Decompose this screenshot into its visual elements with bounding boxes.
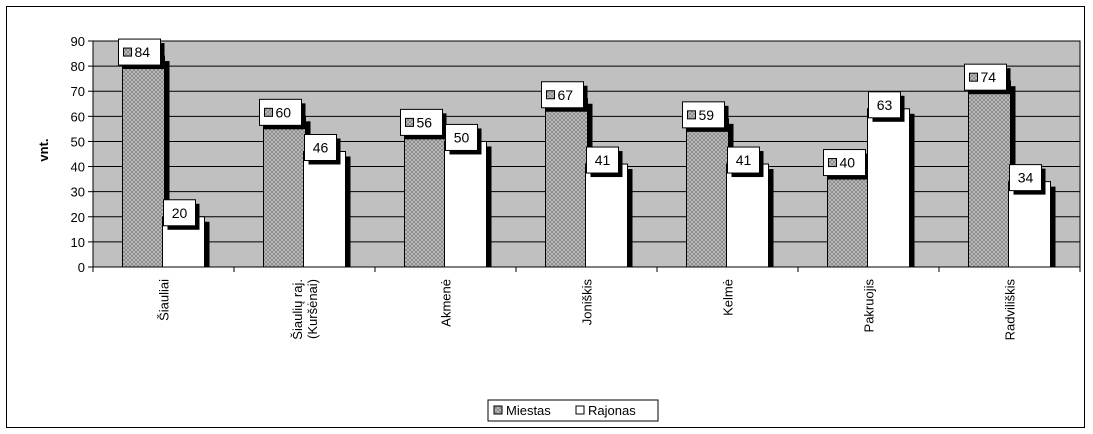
data-label: 40 — [840, 155, 856, 171]
data-label: 41 — [595, 152, 611, 168]
data-label-key-icon — [687, 110, 696, 120]
bar-miestas — [122, 55, 165, 268]
y-tick-label: 50 — [71, 134, 85, 149]
data-label-key-icon — [264, 107, 273, 117]
y-tick-label: 60 — [71, 109, 85, 124]
data-label-key-icon — [405, 117, 414, 127]
data-label-box — [163, 199, 196, 227]
data-label-box — [586, 146, 619, 174]
data-label: 74 — [981, 69, 997, 85]
category-label: Kelmė — [721, 279, 736, 316]
y-tick-label: 0 — [78, 260, 85, 275]
y-tick-label: 40 — [71, 160, 85, 175]
y-tick-label: 10 — [71, 235, 85, 250]
data-label: 34 — [1018, 170, 1034, 186]
data-label: 41 — [736, 152, 752, 168]
bar-rajonas — [867, 108, 910, 268]
bar-miestas — [686, 118, 729, 268]
bar-rajonas — [585, 163, 628, 268]
bar-rajonas — [303, 150, 346, 268]
category-label: Joniškis — [580, 279, 595, 326]
data-label: 67 — [558, 87, 574, 103]
bar-miestas — [404, 125, 447, 268]
category-label: Pakruojis — [862, 279, 877, 333]
data-label-key-icon — [969, 72, 978, 82]
bar-miestas — [545, 98, 588, 268]
bar-rajonas — [444, 140, 487, 268]
data-label-key-icon — [828, 158, 837, 168]
legend-box — [487, 399, 659, 422]
bar-miestas — [968, 80, 1011, 268]
y-tick-label: 30 — [71, 185, 85, 200]
y-tick-label: 80 — [71, 59, 85, 74]
y-axis-label: vnt. — [36, 138, 51, 161]
data-label-key-icon — [546, 90, 555, 100]
legend-label: Miestas — [506, 403, 551, 418]
data-label: 84 — [135, 44, 151, 60]
y-tick-label: 90 — [71, 34, 85, 49]
y-tick-label: 70 — [71, 84, 85, 99]
data-label: 60 — [276, 104, 292, 120]
legend-label: Rajonas — [588, 403, 636, 418]
category-label: Šiaulių raj. — [290, 279, 305, 340]
category-label: (Kuršėnai) — [305, 279, 320, 339]
data-label: 59 — [699, 107, 715, 123]
data-label-box — [1009, 164, 1042, 192]
data-label: 56 — [417, 114, 433, 130]
data-label-key-icon — [123, 47, 132, 57]
legend-swatch-rajonas — [575, 405, 585, 415]
bar-rajonas — [726, 163, 769, 268]
data-label-box — [727, 146, 760, 174]
category-label: Akmenė — [439, 279, 454, 327]
bar-miestas — [827, 166, 870, 268]
data-label: 63 — [877, 97, 893, 113]
y-tick-label: 20 — [71, 210, 85, 225]
data-label-box — [868, 91, 901, 119]
data-label: 46 — [313, 139, 329, 155]
category-label: Radviliškis — [1003, 279, 1018, 341]
category-label: Šiauliai — [157, 279, 172, 321]
legend-swatch-miestas — [493, 405, 503, 415]
data-label: 50 — [454, 129, 470, 145]
data-label: 20 — [172, 205, 188, 221]
bar-miestas — [263, 115, 306, 268]
data-label-box — [445, 123, 478, 151]
data-label-box — [304, 133, 337, 161]
